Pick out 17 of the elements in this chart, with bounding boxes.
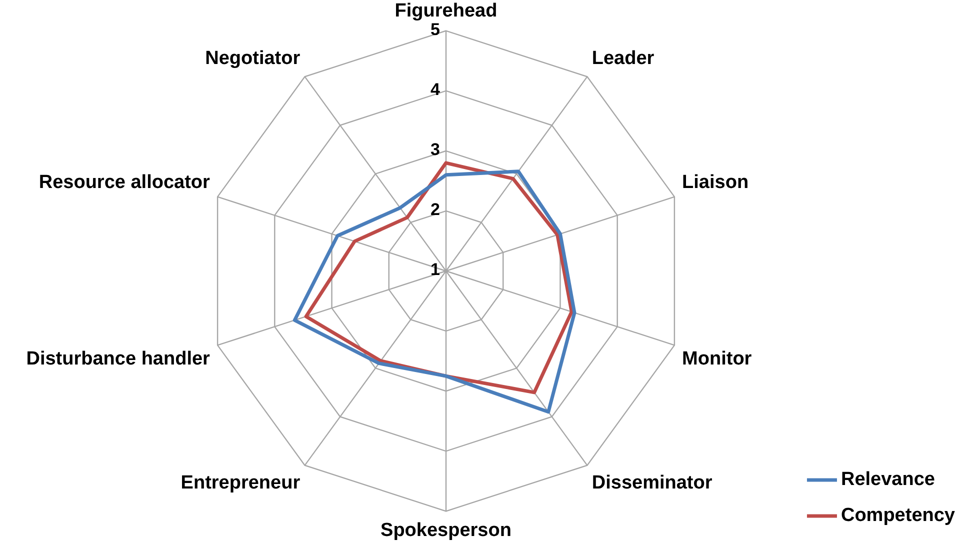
- y-tick-label: 2: [430, 200, 440, 220]
- spoke-label: Leader: [592, 48, 655, 70]
- spoke-label: Resource allocator: [38, 172, 211, 194]
- y-tick-label: 5: [430, 20, 440, 39]
- legend-label: Relevance: [840, 469, 935, 490]
- spoke-label: Disseminator: [592, 472, 713, 494]
- legend-label: Competency: [840, 505, 956, 526]
- y-tick-label: 3: [430, 140, 440, 160]
- spoke-label: Spokesperson: [380, 520, 512, 541]
- y-tick-label: 4: [430, 80, 441, 100]
- spoke-label: Liaison: [682, 172, 749, 194]
- y-tick-label: 1: [430, 260, 440, 280]
- spoke-label: Figurehead: [394, 0, 498, 22]
- spoke-label: Entrepreneur: [180, 472, 301, 494]
- spoke-label: Monitor: [682, 348, 752, 370]
- spoke-label: Negotiator: [205, 48, 301, 70]
- spoke-label: Disturbance handler: [26, 348, 211, 370]
